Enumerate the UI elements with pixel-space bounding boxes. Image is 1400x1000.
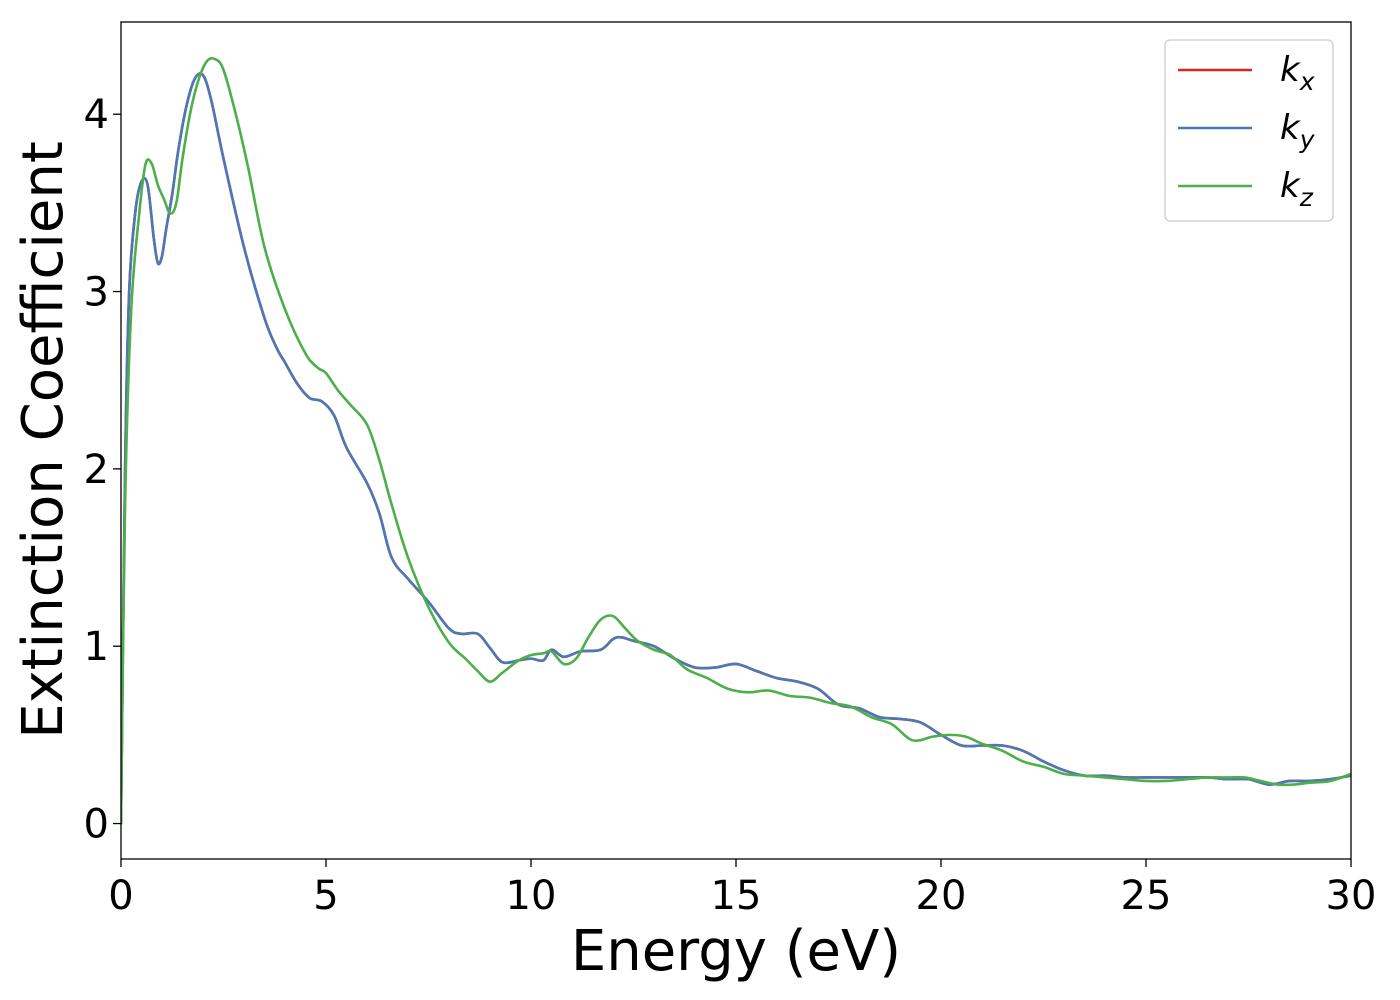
x-axis-title: Energy (eV) [571,919,901,984]
legend-frame [1164,39,1334,222]
legend-label-subscript: x [1299,67,1315,96]
y-tick-label: 3 [84,270,109,316]
series-layer [121,56,1351,825]
y-axis-ticks: 0 1 2 3 4 [84,92,121,848]
x-tick-label: 15 [711,873,762,919]
x-tick-label: 0 [108,873,133,919]
legend-label-subscript: z [1299,183,1314,212]
legend-label-base: k [1280,108,1301,148]
series-line-z [121,56,1351,825]
x-tick-label: 25 [1121,873,1172,919]
x-tick-label: 30 [1326,873,1377,919]
legend-label-z: kz [1280,166,1314,212]
y-tick-label: 0 [84,802,109,848]
y-tick-label: 2 [84,447,109,493]
legend-label-base: k [1280,166,1301,206]
legend-label-base: k [1280,50,1301,90]
y-tick-label: 1 [84,624,109,670]
x-axis-ticks: 0 5 10 15 20 25 30 [108,859,1376,919]
y-axis-title: Extinction Coefficient [11,141,76,739]
x-tick-label: 20 [916,873,967,919]
legend-label-y: ky [1280,108,1316,154]
legend-label-subscript: y [1299,125,1316,154]
legend-label-x: kx [1280,50,1315,96]
x-tick-label: 10 [506,873,557,919]
series-line-y [121,72,1351,825]
x-tick-label: 5 [313,873,338,919]
y-tick-label: 4 [84,92,109,138]
